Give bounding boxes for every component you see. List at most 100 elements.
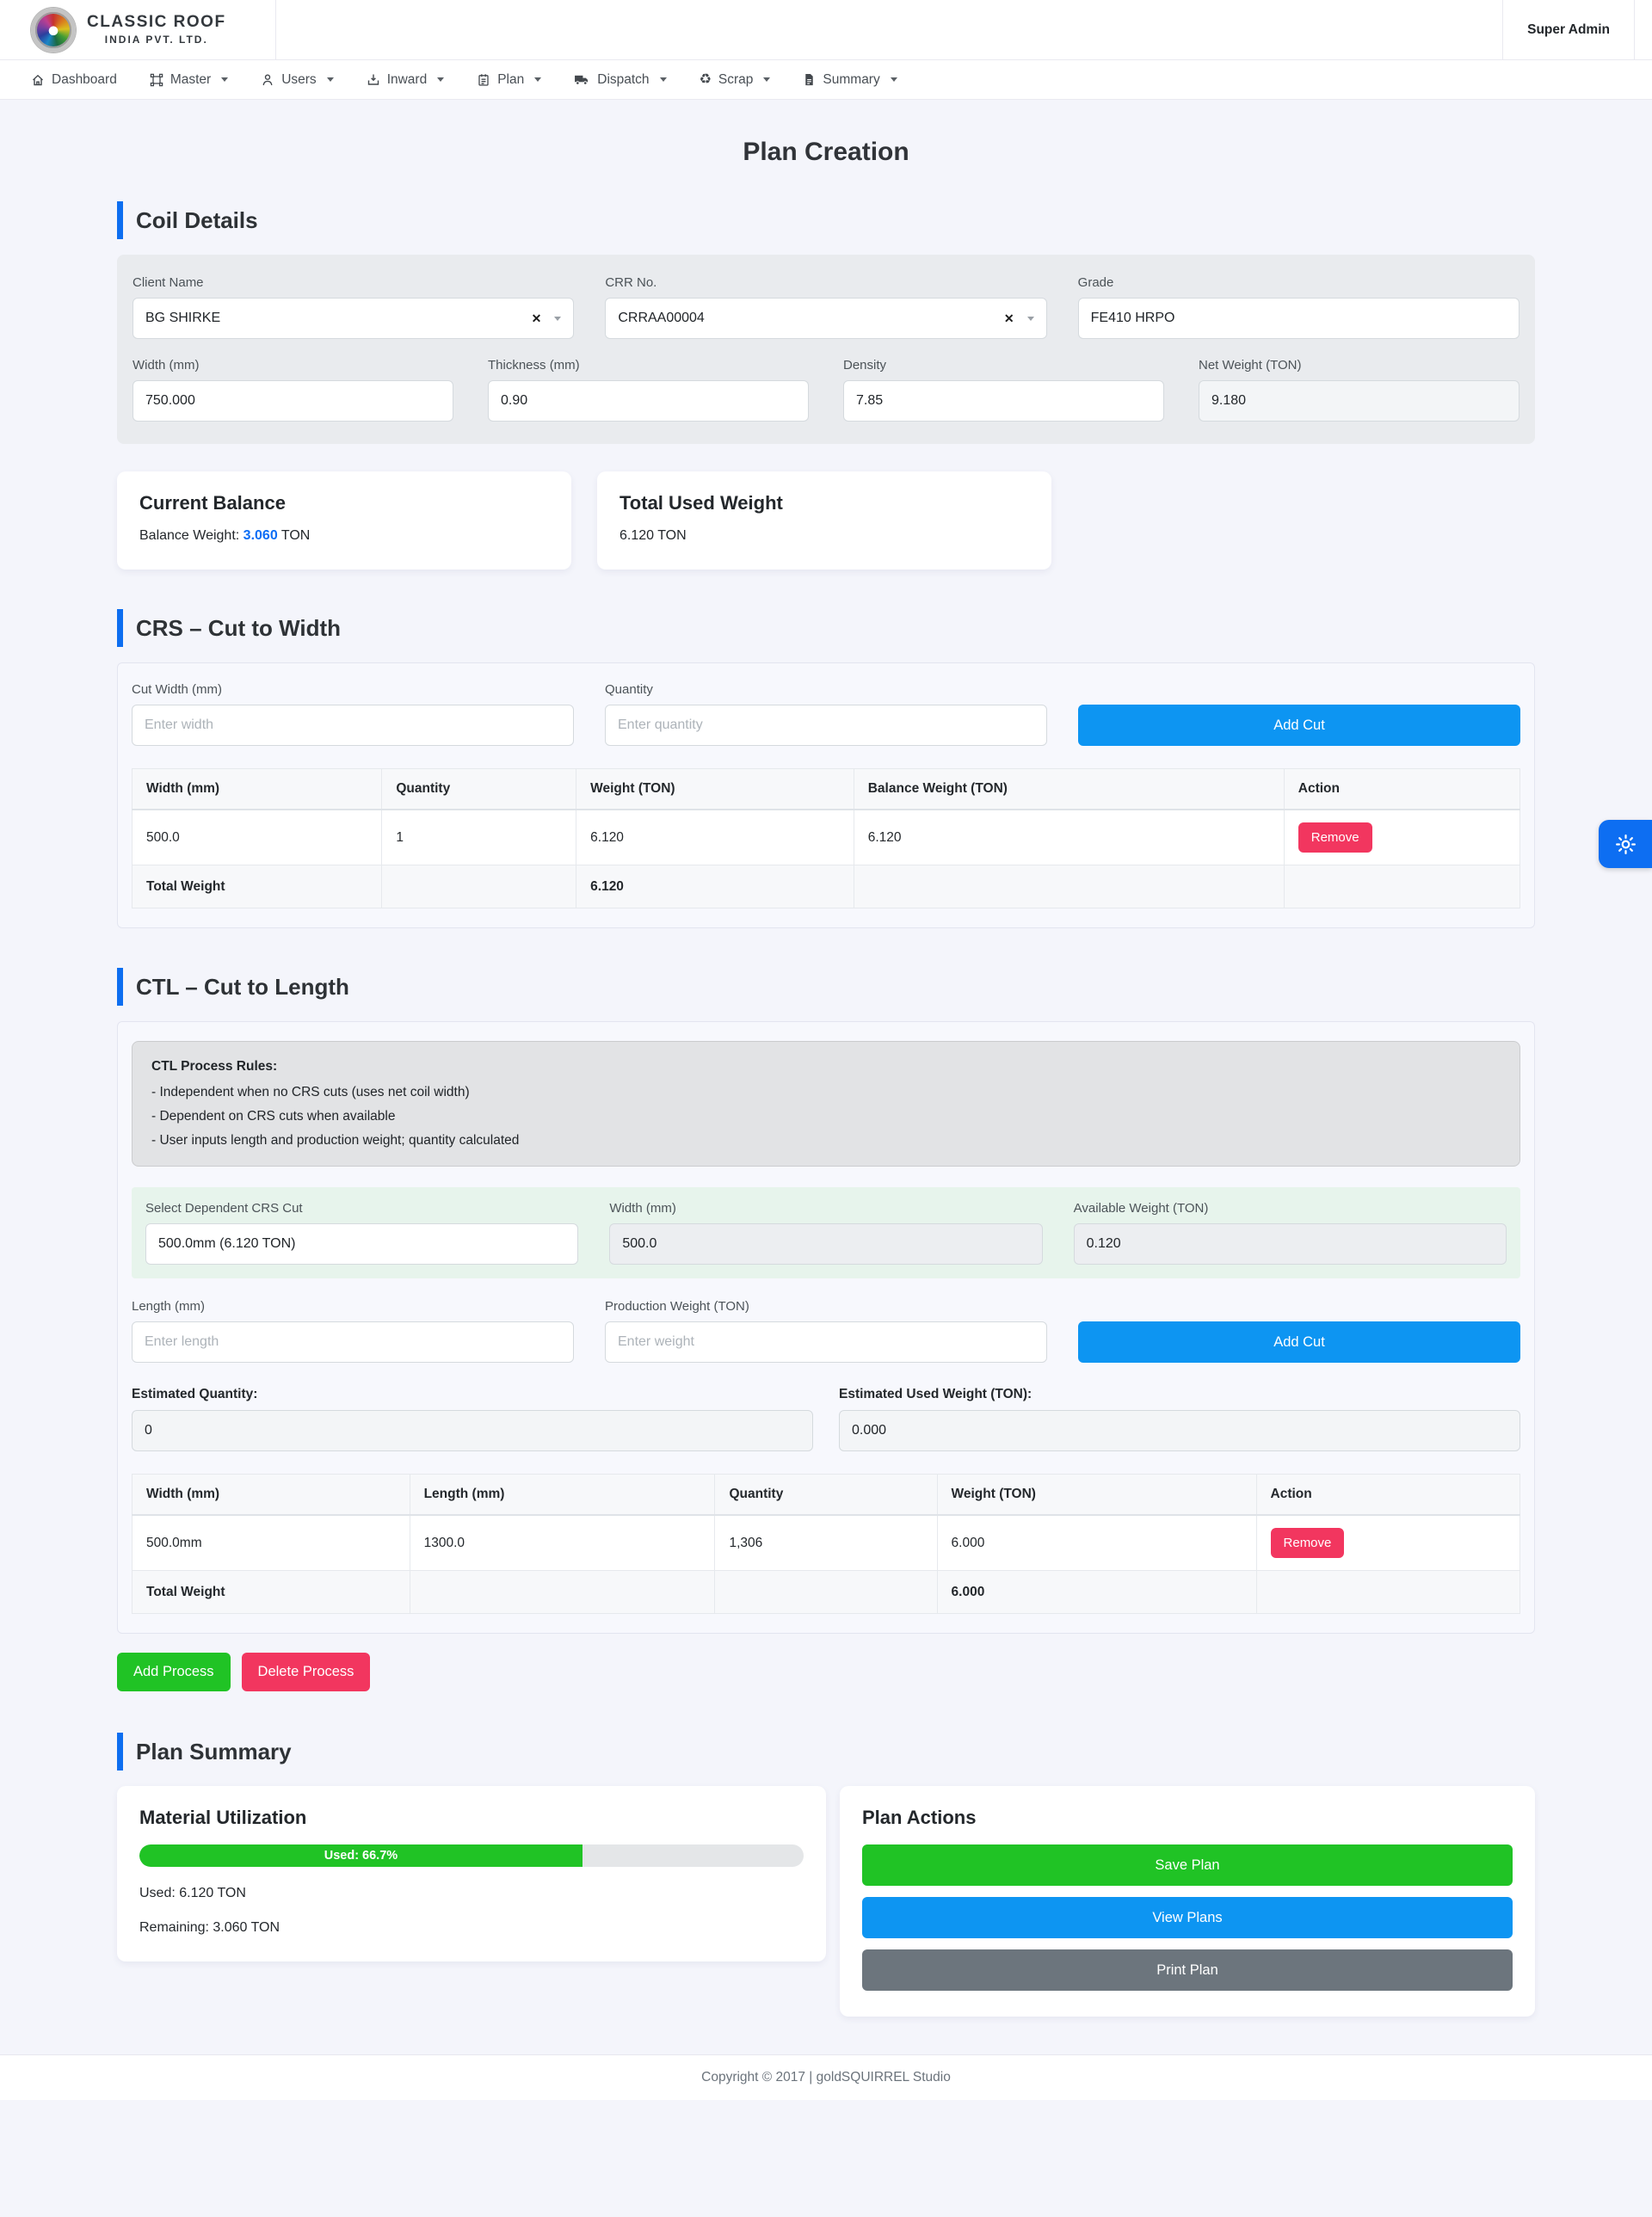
document-icon xyxy=(805,73,814,86)
balance-weight-line: Balance Weight: 3.060 TON xyxy=(139,528,311,543)
ctl-width-field xyxy=(609,1223,1043,1265)
col-header: Balance Weight (TON) xyxy=(853,768,1285,810)
select-caret-icon[interactable] xyxy=(554,316,562,321)
crs-quantity-input[interactable] xyxy=(605,705,1047,746)
copyright-text: Copyright © 2017 | goldSQUIRREL Studio xyxy=(701,2070,951,2085)
top-bar: CLASSIC ROOF INDIA PVT. LTD. Super Admin xyxy=(0,0,1652,60)
total-used-weight-title: Total Used Weight xyxy=(620,492,783,514)
clear-selection-icon[interactable]: ✕ xyxy=(531,311,542,325)
col-header: Action xyxy=(1283,768,1521,810)
chevron-down-icon xyxy=(659,77,667,82)
crs-cuts-table: Width (mm) Quantity Weight (TON) Balance… xyxy=(131,768,1521,908)
cut-width-input[interactable] xyxy=(132,705,574,746)
available-weight-field xyxy=(1073,1223,1507,1265)
ctl-cuts-table: Width (mm) Length (mm) Quantity Weight (… xyxy=(132,1474,1521,1614)
ctl-remove-button[interactable]: Remove xyxy=(1270,1528,1345,1558)
crs-panel: Cut Width (mm) Quantity Add Cut Width (m… xyxy=(117,662,1535,928)
col-header: Length (mm) xyxy=(409,1474,716,1516)
section-accent-bar xyxy=(117,609,123,647)
crr-no-select[interactable]: CRRAA00004 ✕ xyxy=(605,298,1047,339)
chevron-down-icon xyxy=(437,77,445,82)
ctl-add-cut-button[interactable]: Add Cut xyxy=(1078,1321,1520,1363)
user-menu[interactable]: Super Admin xyxy=(1502,0,1635,59)
nav-item-scrap[interactable]: ♻ Scrap xyxy=(700,72,771,88)
nav-item-master[interactable]: Master xyxy=(150,72,229,88)
thickness-field[interactable] xyxy=(488,380,809,422)
production-weight-label: Production Weight (TON) xyxy=(605,1299,749,1314)
delete-process-button[interactable]: Delete Process xyxy=(241,1653,371,1691)
plan-summary-heading: Plan Summary xyxy=(117,1733,1535,1771)
gear-icon xyxy=(1615,834,1636,854)
ctl-width-label: Width (mm) xyxy=(609,1201,676,1216)
balance-weight-value: 3.060 xyxy=(243,528,278,543)
col-header: Weight (TON) xyxy=(576,768,854,810)
section-accent-bar xyxy=(117,1733,123,1771)
ctl-rule: - User inputs length and production weig… xyxy=(151,1133,520,1148)
estimated-used-weight-field xyxy=(839,1410,1520,1451)
width-field[interactable] xyxy=(133,380,453,422)
page-content: Plan Creation Coil Details Client Name B… xyxy=(117,138,1535,2017)
chevron-down-icon xyxy=(534,77,542,82)
dependent-cut-select[interactable]: 500.0mm (6.120 TON) xyxy=(145,1223,579,1265)
net-weight-field[interactable] xyxy=(1199,380,1519,422)
table-row: 500.0 1 6.120 6.120 Remove xyxy=(131,809,1521,865)
nav-item-dashboard[interactable]: Dashboard xyxy=(31,72,117,88)
estimated-quantity-field xyxy=(132,1410,813,1451)
chevron-down-icon xyxy=(890,77,897,82)
crs-quantity-label: Quantity xyxy=(605,682,653,697)
plan-actions-title: Plan Actions xyxy=(862,1807,977,1828)
nav-item-users[interactable]: Users xyxy=(261,72,334,88)
ctl-panel: CTL Process Rules: - Independent when no… xyxy=(117,1021,1535,1634)
users-icon xyxy=(262,73,273,85)
col-header: Weight (TON) xyxy=(936,1474,1257,1516)
settings-fab[interactable] xyxy=(1599,820,1652,868)
length-label: Length (mm) xyxy=(132,1299,206,1314)
progress-fill: Used: 66.7% xyxy=(139,1844,583,1867)
used-weight-line: Used: 6.120 TON xyxy=(139,1886,246,1900)
ctl-rules-title: CTL Process Rules: xyxy=(151,1059,278,1074)
ctl-rule: - Independent when no CRS cuts (uses net… xyxy=(151,1085,470,1099)
total-used-weight-card: Total Used Weight 6.120 TON xyxy=(597,471,1051,570)
remaining-weight-line: Remaining: 3.060 TON xyxy=(139,1920,280,1935)
density-field[interactable] xyxy=(843,380,1164,422)
select-caret-icon[interactable] xyxy=(1026,316,1034,321)
estimated-used-weight-label: Estimated Used Weight (TON): xyxy=(839,1387,1032,1401)
add-process-button[interactable]: Add Process xyxy=(117,1653,231,1691)
crs-remove-button[interactable]: Remove xyxy=(1298,822,1372,853)
production-weight-input[interactable] xyxy=(605,1321,1047,1363)
crs-add-cut-button[interactable]: Add Cut xyxy=(1078,705,1520,746)
recycle-icon: ♻ xyxy=(699,71,712,87)
client-name-label: Client Name xyxy=(133,275,204,290)
clear-selection-icon[interactable]: ✕ xyxy=(1003,311,1014,325)
dependent-cut-label: Select Dependent CRS Cut xyxy=(145,1201,303,1216)
save-plan-button[interactable]: Save Plan xyxy=(862,1844,1513,1886)
crs-section-heading: CRS – Cut to Width xyxy=(117,609,1535,647)
main-nav: Dashboard Master Users Inward Plan Dispa… xyxy=(0,60,1652,100)
coil-details-panel: Client Name BG SHIRKE ✕ CRR No. CRRAA000… xyxy=(117,255,1535,444)
client-name-select[interactable]: BG SHIRKE ✕ xyxy=(133,298,575,339)
print-plan-button[interactable]: Print Plan xyxy=(862,1949,1513,1991)
table-row: 500.0mm 1300.0 1,306 6.000 Remove xyxy=(132,1514,1521,1571)
estimated-quantity-label: Estimated Quantity: xyxy=(132,1387,258,1401)
brand-name: CLASSIC ROOF xyxy=(87,13,226,32)
density-label: Density xyxy=(843,358,887,373)
brand-logo[interactable]: CLASSIC ROOF INDIA PVT. LTD. xyxy=(0,0,276,59)
company-logo-icon xyxy=(31,7,76,52)
nav-item-inward[interactable]: Inward xyxy=(367,72,445,88)
length-input[interactable] xyxy=(132,1321,574,1363)
col-header: Width (mm) xyxy=(131,768,383,810)
home-icon xyxy=(33,74,43,85)
width-label: Width (mm) xyxy=(133,358,200,373)
ctl-rule: - Dependent on CRS cuts when available xyxy=(151,1109,396,1124)
view-plans-button[interactable]: View Plans xyxy=(862,1897,1513,1938)
col-header: Action xyxy=(1255,1474,1521,1516)
nav-item-dispatch[interactable]: Dispatch xyxy=(574,72,667,88)
nav-item-summary[interactable]: Summary xyxy=(803,72,897,88)
grade-field[interactable] xyxy=(1077,298,1519,339)
page-footer: Copyright © 2017 | goldSQUIRREL Studio xyxy=(0,2054,1652,2100)
chevron-down-icon xyxy=(763,77,771,82)
section-accent-bar xyxy=(117,201,123,239)
nav-item-plan[interactable]: Plan xyxy=(477,72,542,88)
col-header: Quantity xyxy=(714,1474,938,1516)
material-utilization-title: Material Utilization xyxy=(139,1807,307,1828)
